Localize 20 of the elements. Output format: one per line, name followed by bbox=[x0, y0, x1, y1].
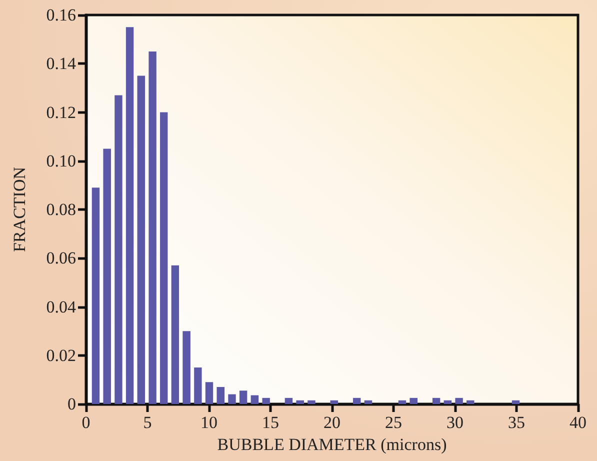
x-tick-label: 25 bbox=[385, 413, 402, 432]
x-tick-label: 20 bbox=[324, 413, 340, 432]
x-tick-label: 35 bbox=[508, 413, 525, 432]
x-tick-label: 0 bbox=[82, 413, 90, 432]
x-tick-label: 15 bbox=[262, 413, 279, 432]
y-tick-label: 0.02 bbox=[46, 346, 76, 365]
y-tick-label: 0 bbox=[68, 394, 76, 414]
x-axis-title: BUBBLE DIAMETER (microns) bbox=[217, 434, 447, 454]
x-tick-label: 5 bbox=[143, 413, 152, 432]
y-tick-label: 0.08 bbox=[46, 200, 76, 219]
x-tick-label: 30 bbox=[446, 413, 464, 432]
y-tick-label: 0.14 bbox=[46, 54, 76, 74]
x-tick-label: 40 bbox=[570, 413, 586, 432]
y-tick-label: 0.12 bbox=[46, 102, 76, 122]
y-tick-label: 0.04 bbox=[46, 297, 76, 316]
y-tick-label: 0.16 bbox=[46, 6, 76, 24]
x-tick-label: 10 bbox=[200, 413, 218, 432]
y-axis-title: FRACTION bbox=[10, 166, 29, 252]
y-tick-label: 0.10 bbox=[46, 151, 76, 170]
y-tick-label: 0.06 bbox=[46, 248, 76, 268]
